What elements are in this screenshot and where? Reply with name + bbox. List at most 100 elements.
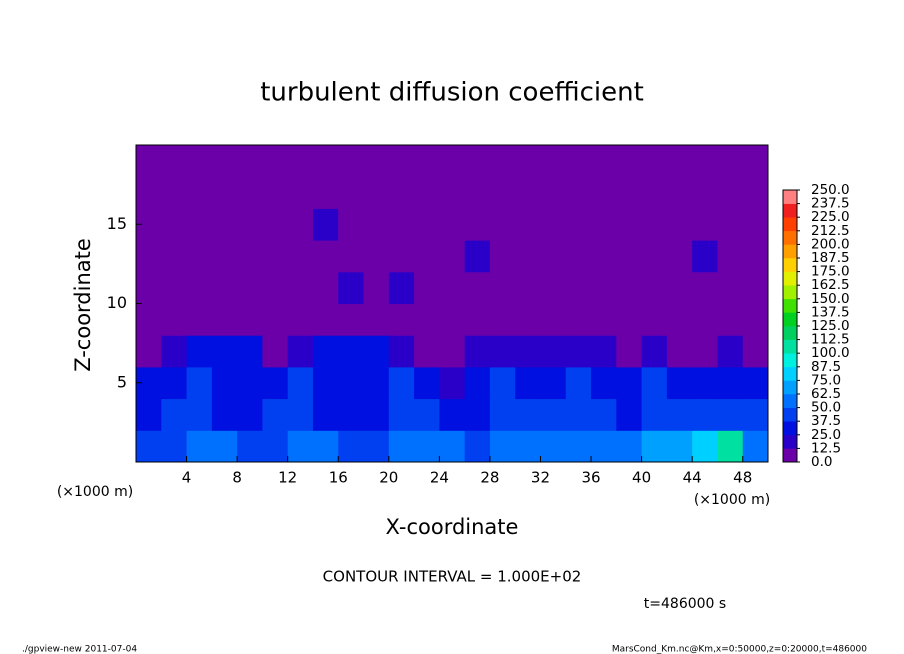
cell [565, 176, 592, 209]
cell [312, 430, 339, 463]
cell [717, 335, 744, 368]
cell [489, 176, 516, 209]
cell [262, 145, 289, 178]
colorbar-label: 12.5 [811, 440, 841, 456]
cell [312, 335, 339, 368]
colorbar-band [783, 203, 797, 218]
cell [237, 303, 263, 336]
cell [666, 430, 693, 463]
cell [388, 240, 415, 273]
cell [363, 271, 390, 304]
cell [439, 335, 466, 368]
cell [312, 366, 339, 400]
cell [363, 366, 390, 400]
time-label: t=486000 s [644, 596, 726, 612]
cell [186, 208, 213, 241]
cell [338, 240, 365, 273]
cell [186, 430, 213, 463]
cell [641, 398, 668, 431]
cell [717, 208, 744, 241]
cell [515, 398, 541, 431]
x-tick-label: 16 [329, 469, 348, 487]
cell [616, 145, 643, 178]
cell [287, 430, 314, 463]
cell [666, 398, 693, 431]
cell [464, 430, 491, 463]
x-tick-label: 36 [581, 469, 600, 487]
cell [591, 335, 617, 368]
cell [515, 208, 541, 241]
cell [439, 271, 466, 304]
cell [540, 176, 567, 209]
cell [287, 240, 314, 273]
cell [540, 271, 567, 304]
x-tick-label: 12 [278, 469, 297, 487]
cell [262, 208, 289, 241]
cell [237, 208, 263, 241]
cell [211, 208, 238, 241]
cell [591, 398, 617, 431]
cell [666, 335, 693, 368]
cell [312, 303, 339, 336]
cell [186, 398, 213, 431]
cell [666, 145, 693, 178]
cell [742, 176, 769, 209]
cell [262, 430, 289, 463]
cell [338, 335, 365, 368]
cell [742, 271, 769, 304]
cell [136, 271, 162, 304]
colorbar-label: 175.0 [811, 264, 850, 280]
cell [262, 176, 289, 209]
cell [565, 303, 592, 336]
cell [338, 398, 365, 431]
cell [338, 303, 365, 336]
cell [717, 303, 744, 336]
cell [338, 430, 365, 463]
colorbar-label: 237.5 [811, 196, 850, 212]
cell [287, 145, 314, 178]
cell [211, 145, 238, 178]
colorbar-band [783, 394, 797, 408]
cell [186, 303, 213, 336]
cell [287, 176, 314, 209]
cell [363, 208, 390, 241]
colorbar-band [783, 448, 797, 463]
cell [211, 271, 238, 304]
cell [388, 176, 415, 209]
cell [641, 303, 668, 336]
cell [439, 176, 466, 209]
cell [692, 430, 718, 463]
cell [136, 240, 162, 273]
colorbar-label: 75.0 [811, 372, 841, 388]
cell [186, 335, 213, 368]
cell [591, 240, 617, 273]
colorbar-band [783, 380, 797, 395]
cell [312, 271, 339, 304]
cell [666, 240, 693, 273]
cell [186, 366, 213, 400]
cell [489, 145, 516, 178]
cell [414, 303, 440, 336]
cell [591, 271, 617, 304]
colorbar-label: 62.5 [811, 386, 841, 402]
cell [338, 366, 365, 400]
cell [363, 145, 390, 178]
cell [515, 240, 541, 273]
cell [439, 366, 466, 400]
cell [363, 176, 390, 209]
cell [388, 335, 415, 368]
cell [312, 176, 339, 209]
cell [312, 398, 339, 431]
cell [565, 271, 592, 304]
cell [161, 303, 188, 336]
cell [717, 240, 744, 273]
colorbar-band [783, 230, 797, 245]
cell [666, 271, 693, 304]
cell [591, 208, 617, 241]
cell [742, 335, 769, 368]
cell [388, 398, 415, 431]
cell [414, 176, 440, 209]
cell [666, 366, 693, 400]
colorbar-label: 50.0 [811, 400, 841, 416]
cell [692, 398, 718, 431]
